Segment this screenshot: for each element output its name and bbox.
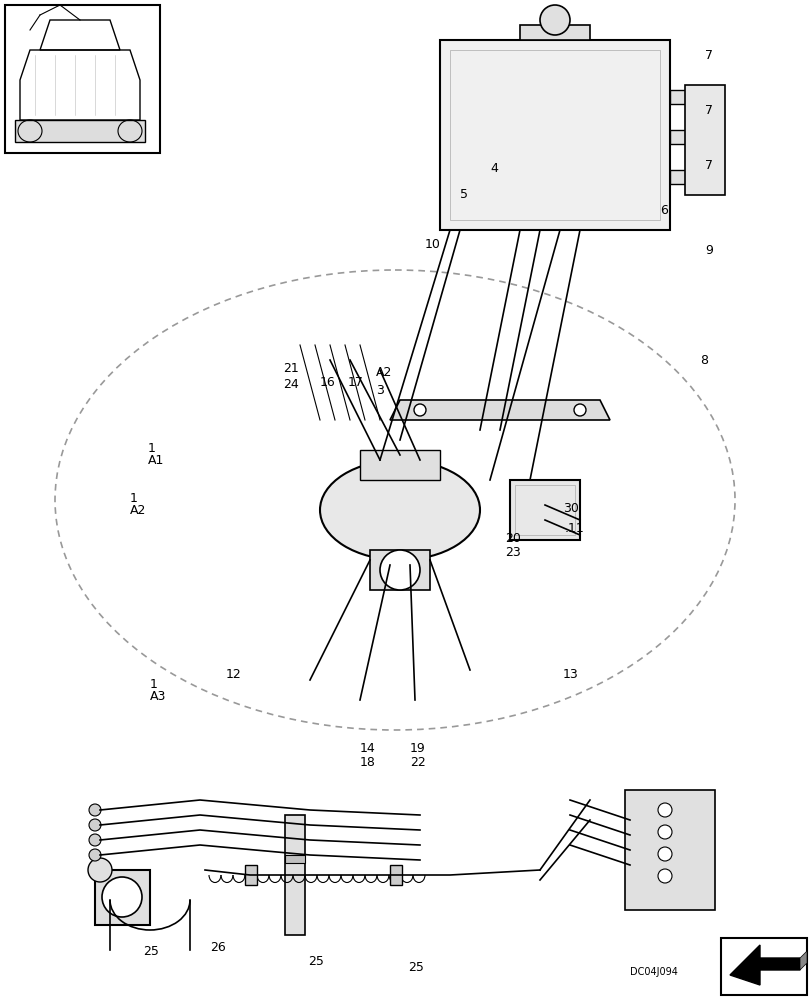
Text: 25: 25 — [407, 961, 423, 974]
Text: 1: 1 — [150, 678, 157, 692]
Text: A1: A1 — [148, 454, 164, 466]
Polygon shape — [799, 951, 806, 970]
Bar — [449, 50, 659, 220]
Text: 25: 25 — [307, 955, 324, 968]
Text: 3: 3 — [375, 383, 384, 396]
Text: A2: A2 — [375, 366, 392, 379]
Text: 23: 23 — [504, 546, 520, 558]
Circle shape — [89, 834, 101, 846]
Ellipse shape — [320, 460, 479, 560]
Circle shape — [573, 404, 586, 416]
Text: A2: A2 — [130, 504, 146, 516]
Text: 30: 30 — [562, 502, 578, 514]
Circle shape — [102, 877, 142, 917]
Bar — [95, 870, 150, 925]
Text: 7: 7 — [704, 104, 712, 117]
Text: 16: 16 — [320, 376, 335, 389]
Text: 13: 13 — [562, 668, 578, 682]
Text: 19: 19 — [410, 742, 425, 754]
Text: 7: 7 — [704, 159, 712, 172]
Circle shape — [657, 869, 672, 883]
Text: 12: 12 — [225, 668, 242, 682]
Bar — [245, 865, 257, 885]
Circle shape — [89, 819, 101, 831]
Text: 25: 25 — [143, 945, 159, 958]
Text: .11: .11 — [564, 522, 584, 534]
Text: 6: 6 — [659, 204, 667, 217]
Bar — [389, 865, 401, 885]
Text: 17: 17 — [348, 376, 363, 389]
Text: 9: 9 — [704, 243, 712, 256]
Text: 24: 24 — [283, 378, 298, 391]
Circle shape — [380, 550, 419, 590]
Text: 18: 18 — [359, 756, 375, 768]
Bar — [519, 25, 590, 40]
Circle shape — [414, 404, 426, 416]
Bar — [669, 170, 689, 184]
Circle shape — [89, 804, 101, 816]
Text: 10: 10 — [424, 238, 440, 251]
Text: 21: 21 — [283, 361, 298, 374]
Bar — [684, 85, 724, 195]
Text: 14: 14 — [359, 742, 375, 754]
Bar — [720, 938, 806, 995]
Text: 22: 22 — [410, 756, 425, 768]
Text: 5: 5 — [460, 188, 467, 202]
Text: 1: 1 — [148, 442, 156, 454]
Text: 20: 20 — [504, 532, 520, 544]
Text: 1: 1 — [130, 491, 138, 504]
Text: A3: A3 — [150, 690, 166, 704]
Polygon shape — [389, 400, 609, 420]
Circle shape — [657, 825, 672, 839]
Text: 4: 4 — [489, 162, 497, 175]
Circle shape — [88, 858, 112, 882]
Bar — [370, 550, 430, 590]
Bar — [285, 855, 305, 863]
Text: 7: 7 — [704, 49, 712, 62]
Bar — [359, 450, 440, 480]
Bar — [440, 40, 669, 230]
Bar — [509, 480, 579, 540]
Polygon shape — [729, 945, 799, 985]
Text: DC04J094: DC04J094 — [629, 967, 677, 977]
Circle shape — [657, 847, 672, 861]
Circle shape — [657, 803, 672, 817]
Circle shape — [539, 5, 569, 35]
Bar — [669, 90, 689, 104]
Text: 26: 26 — [210, 941, 225, 954]
Bar — [15, 120, 145, 142]
Text: 8: 8 — [699, 354, 707, 366]
Bar — [285, 815, 305, 935]
Bar — [5, 5, 160, 153]
Bar — [514, 485, 574, 535]
Bar — [624, 790, 714, 910]
Bar — [669, 130, 689, 144]
Circle shape — [89, 849, 101, 861]
